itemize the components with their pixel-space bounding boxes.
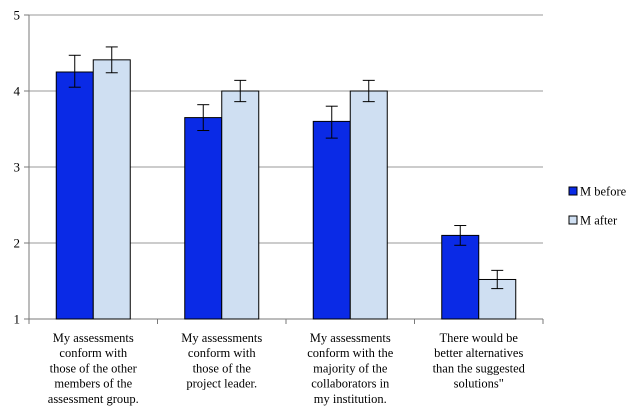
y-tick-label: 1 — [14, 312, 21, 327]
bar-m-after — [221, 90, 260, 320]
legend: M before M after — [568, 185, 627, 228]
legend-swatch — [568, 186, 578, 196]
x-category-label: My assessments conform with the majority o… — [307, 331, 394, 406]
bars — [55, 59, 517, 320]
x-axis-category-labels: My assessments conform with those of the o… — [48, 331, 526, 406]
bar-m-before — [312, 120, 351, 320]
legend-swatch — [568, 215, 578, 225]
y-tick-label: 5 — [14, 8, 21, 23]
error-bars — [68, 46, 504, 290]
legend-label: M after — [580, 214, 618, 228]
bar-m-before — [184, 117, 223, 320]
bar-m-after — [349, 90, 388, 320]
x-category-label: My assessments conform with those of the pr… — [181, 331, 262, 391]
bar-m-before — [55, 71, 94, 320]
bar-m-before — [441, 234, 480, 320]
x-category-label: My assessments conform with those of the o… — [48, 331, 139, 406]
bar-m-after — [478, 278, 517, 320]
bar-m-after — [92, 59, 131, 320]
y-tick-label: 2 — [14, 236, 21, 251]
y-tick-label: 3 — [14, 160, 21, 175]
legend-label: M before — [580, 185, 627, 199]
x-category-label: There would be better alternatives than th… — [433, 331, 526, 391]
y-axis-ticks: 1 2 3 4 5 — [14, 8, 29, 327]
y-tick-label: 4 — [14, 84, 21, 99]
